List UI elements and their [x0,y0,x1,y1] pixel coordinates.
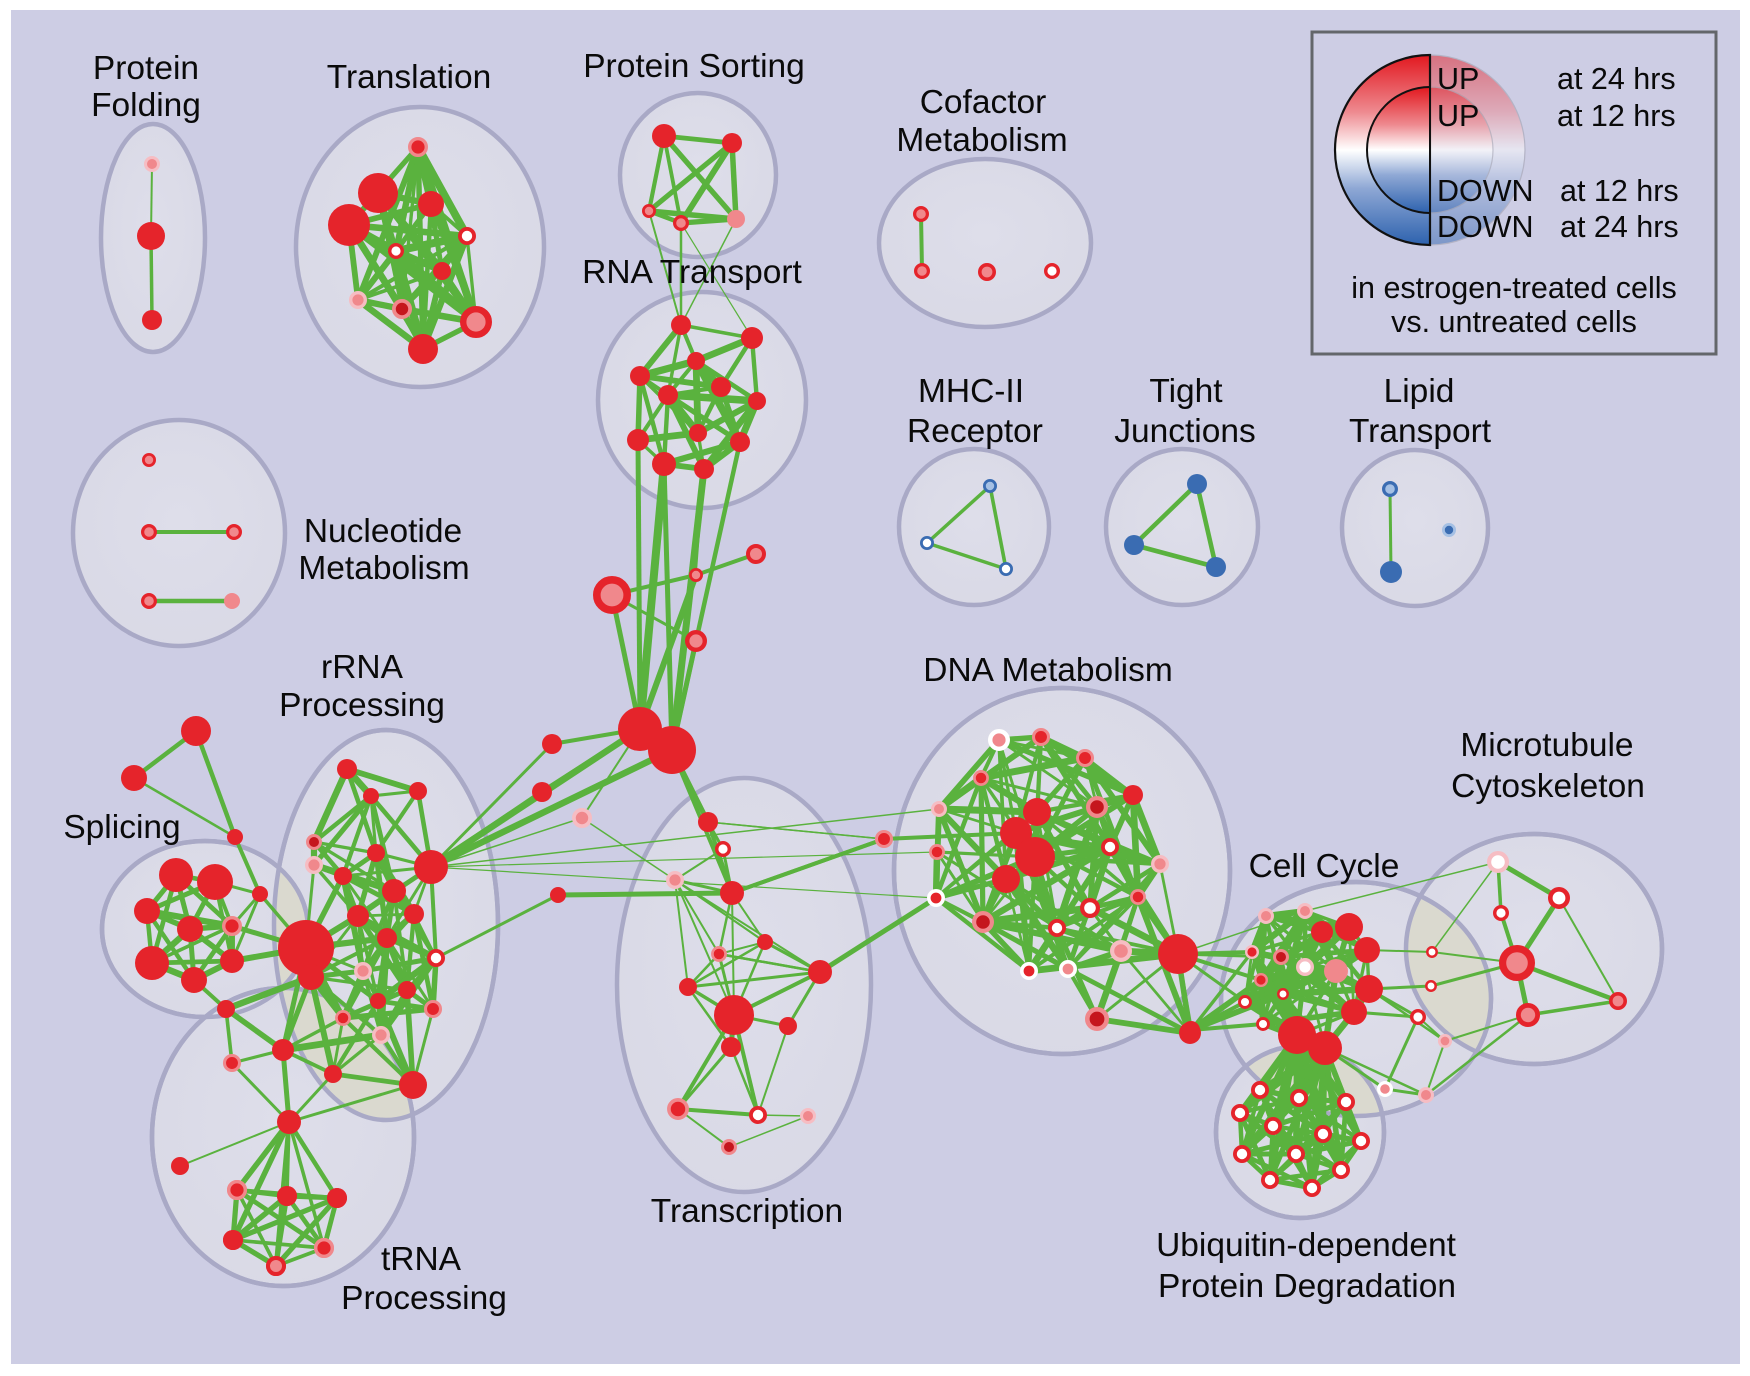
svg-text:Junctions: Junctions [1114,413,1256,450]
svg-text:DNA Metabolism: DNA Metabolism [923,652,1172,689]
svg-text:Protein Degradation: Protein Degradation [1158,1268,1456,1305]
svg-text:at 24 hrs: at 24 hrs [1560,210,1679,244]
svg-text:Transcription: Transcription [651,1193,843,1230]
svg-text:DOWN: DOWN [1437,174,1534,208]
svg-text:Protein: Protein [93,50,199,87]
svg-text:Receptor: Receptor [907,413,1043,450]
svg-text:tRNA: tRNA [381,1241,462,1278]
svg-text:at 24 hrs: at 24 hrs [1557,62,1676,96]
svg-text:Ubiquitin-dependent: Ubiquitin-dependent [1156,1227,1457,1264]
svg-text:DOWN: DOWN [1437,210,1534,244]
svg-text:Lipid: Lipid [1384,373,1455,410]
svg-text:Cytoskeleton: Cytoskeleton [1451,768,1645,805]
svg-text:Folding: Folding [91,87,201,124]
svg-text:MHC-II: MHC-II [918,373,1024,410]
svg-text:Processing: Processing [341,1280,507,1317]
svg-text:UP: UP [1437,62,1479,96]
svg-text:Cofactor: Cofactor [920,84,1047,121]
svg-text:at 12 hrs: at 12 hrs [1557,99,1676,133]
svg-text:Metabolism: Metabolism [896,122,1067,159]
svg-text:Tight: Tight [1149,373,1223,410]
svg-text:rRNA: rRNA [321,649,404,686]
svg-text:Protein Sorting: Protein Sorting [583,48,805,85]
svg-text:at 12 hrs: at 12 hrs [1560,174,1679,208]
svg-text:UP: UP [1437,99,1479,133]
svg-text:in estrogen-treated cells: in estrogen-treated cells [1351,271,1677,305]
svg-text:Transport: Transport [1349,413,1492,450]
svg-text:RNA Transport: RNA Transport [582,254,802,291]
svg-text:Metabolism: Metabolism [298,550,469,587]
svg-text:vs. untreated cells: vs. untreated cells [1391,305,1637,339]
svg-text:Cell Cycle: Cell Cycle [1249,848,1400,885]
svg-text:Nucleotide: Nucleotide [304,513,462,550]
svg-text:Processing: Processing [279,687,445,724]
svg-text:Microtubule: Microtubule [1460,727,1633,764]
svg-text:Splicing: Splicing [63,809,180,846]
svg-text:Translation: Translation [327,59,491,96]
